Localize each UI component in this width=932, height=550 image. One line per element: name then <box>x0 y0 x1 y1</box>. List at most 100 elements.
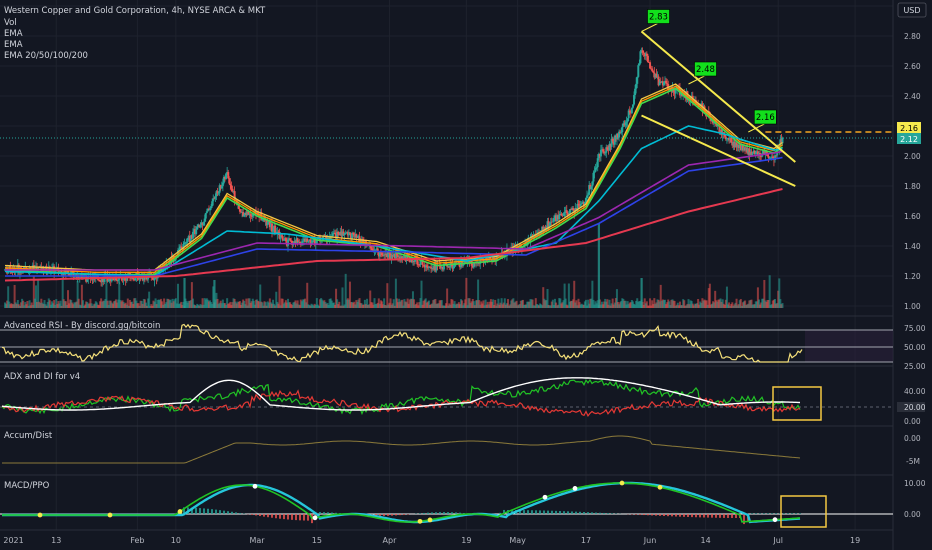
accum-tick-neg5m: -5M <box>906 457 920 466</box>
volume-bar <box>74 302 77 308</box>
volume-bar <box>610 303 613 308</box>
volume-bar <box>93 303 96 308</box>
macd-hist-bar <box>435 512 437 514</box>
macd-hist-bar <box>591 512 593 514</box>
adx-pane[interactable] <box>0 377 893 421</box>
volume-bar <box>253 304 256 308</box>
macd-hist-bar <box>511 510 513 514</box>
macd-hist-bar <box>419 513 421 514</box>
candle-body <box>602 149 605 152</box>
volume-bar <box>670 299 673 308</box>
volume-bar <box>735 298 738 308</box>
candle-body <box>269 223 272 228</box>
rsi-pane[interactable] <box>0 323 893 363</box>
macd-pane[interactable] <box>0 480 893 528</box>
candle-body <box>391 254 394 257</box>
candle-body <box>439 266 442 269</box>
macd-hist-bar <box>531 510 533 514</box>
macd-hist-bar <box>327 512 329 514</box>
volume-bar <box>37 280 40 308</box>
accum-dist-pane[interactable] <box>2 435 801 464</box>
volume-bar <box>578 302 581 308</box>
callout-box <box>647 9 670 24</box>
volume-bar <box>563 283 566 308</box>
candle-body <box>746 147 749 154</box>
macd-hist-bar <box>383 514 385 516</box>
volume-bar <box>466 305 469 308</box>
volume-bar <box>772 299 775 308</box>
volume-bar <box>131 301 134 308</box>
macd-hist-bar <box>391 514 393 516</box>
candle-body <box>230 185 233 189</box>
volume-bar <box>325 303 328 308</box>
volume-bar <box>117 299 120 308</box>
volume-bar <box>13 284 16 308</box>
volume-bar <box>43 300 46 308</box>
candle-body <box>379 252 382 254</box>
volume-bar <box>196 303 199 308</box>
volume-bar <box>278 276 281 308</box>
candle-body <box>779 139 782 147</box>
macd-hist-bar <box>639 514 641 515</box>
candle-body <box>403 256 406 258</box>
volume-bar <box>485 304 488 308</box>
trendlines[interactable] <box>640 30 796 187</box>
volume-bar <box>642 304 645 308</box>
volume-bar <box>540 304 543 308</box>
volume-bar <box>501 304 504 308</box>
volume-bar <box>531 299 534 308</box>
macd-hist-bar <box>763 513 765 514</box>
volume-bar <box>458 304 461 308</box>
volume-bar <box>44 304 47 308</box>
volume-bar <box>536 304 539 308</box>
volume-bar <box>231 302 234 308</box>
price-levels <box>0 131 893 139</box>
price-pane[interactable]: 2.83 2.48 2.16 <box>0 9 893 309</box>
macd-hist-bar <box>759 513 761 514</box>
candle-body <box>411 261 414 263</box>
candle-body <box>754 152 757 154</box>
candle-body <box>144 276 147 279</box>
candle-body <box>213 198 216 200</box>
volume-bar <box>235 303 238 308</box>
time-tick: 15 <box>312 536 322 545</box>
volume-bar <box>109 300 112 308</box>
volume-bar <box>291 305 294 308</box>
volume-bar <box>658 301 661 308</box>
time-axis[interactable]: 2021 13 Feb 10 Mar 15 Apr 19 May 17 Jun 14 Jul 19 <box>3 536 860 545</box>
volume-bar <box>688 304 691 308</box>
volume-bar <box>472 301 475 308</box>
currency-badge[interactable] <box>897 2 927 18</box>
macd-hist-bar <box>527 510 529 514</box>
volume-bar <box>684 305 687 308</box>
volume-bar <box>397 302 400 308</box>
callout-label: 2.48 <box>696 65 715 75</box>
volume-bar <box>306 282 309 308</box>
candle-body <box>623 123 626 126</box>
candle-body <box>375 248 378 250</box>
candle-body <box>207 208 210 211</box>
candle-body <box>743 147 746 151</box>
macd-cross-dot <box>772 517 778 523</box>
volume-bar <box>588 303 591 308</box>
volume-bar <box>67 290 70 308</box>
volume-bar <box>398 298 401 308</box>
candle-body <box>393 253 396 259</box>
candle-body <box>394 252 397 259</box>
price-axis[interactable]: USD 2.802.602.402.202.001.801.601.401.20… <box>897 2 927 311</box>
volume-bar <box>696 303 699 308</box>
candle-body <box>386 253 389 258</box>
volume-bar <box>121 300 124 308</box>
volume-bar <box>154 298 157 308</box>
volume-bar <box>734 302 737 308</box>
volume-bar <box>722 303 725 308</box>
volume-bar <box>478 300 481 308</box>
volume-bar <box>661 299 664 308</box>
volume-bar <box>507 299 510 308</box>
volume-bar <box>297 304 300 308</box>
candle-body <box>356 237 359 239</box>
volume-bar <box>651 300 654 308</box>
candle-body <box>558 215 561 220</box>
price-callouts[interactable]: 2.83 2.48 2.16 <box>641 9 777 133</box>
